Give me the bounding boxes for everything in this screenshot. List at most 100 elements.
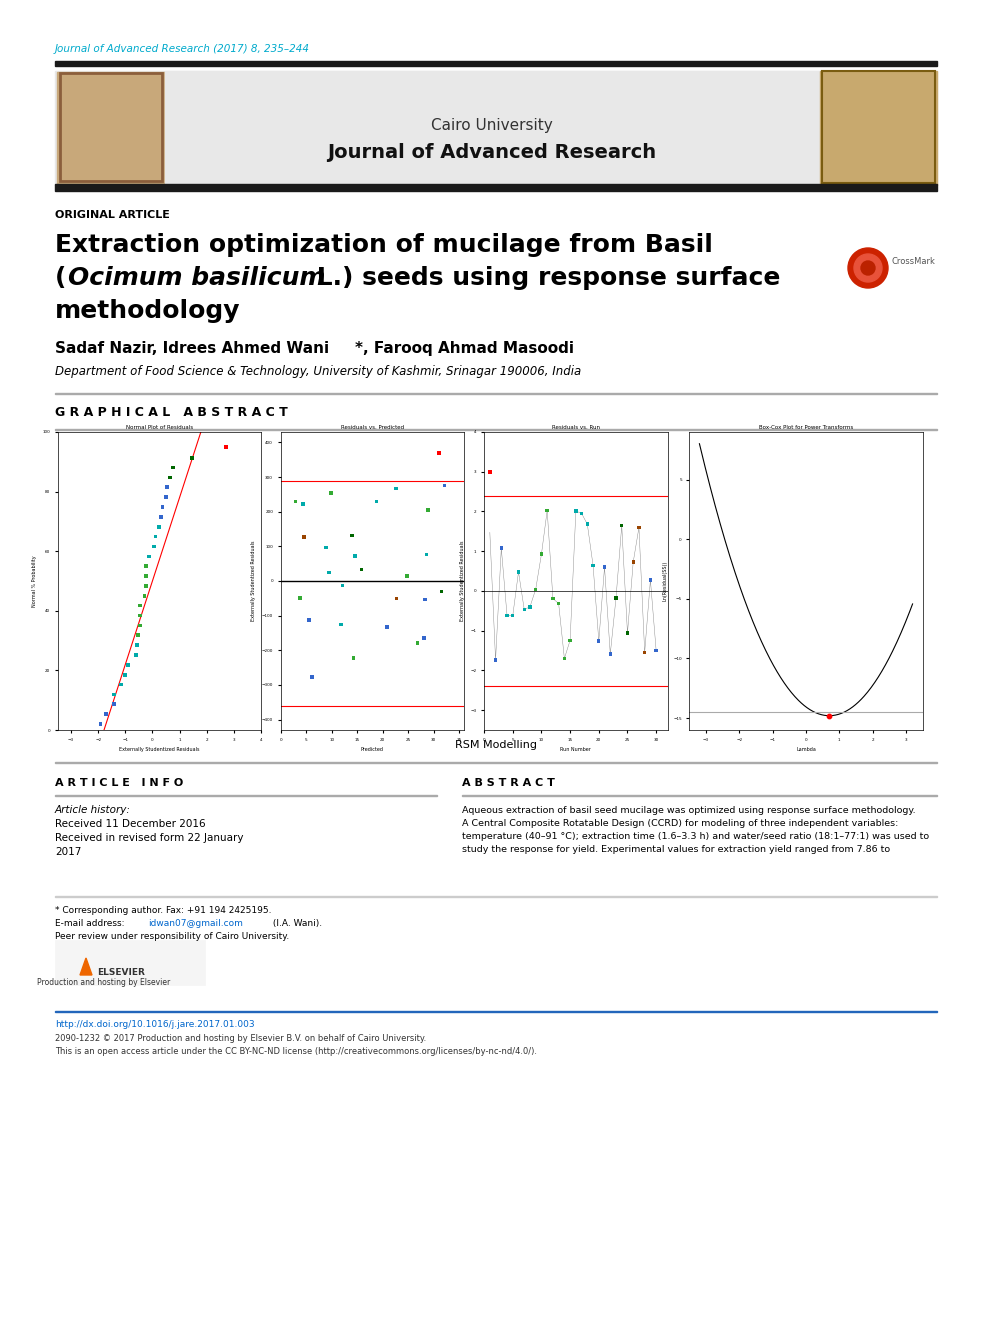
Point <box>602 643 618 664</box>
Point <box>292 587 308 609</box>
Point <box>389 587 405 609</box>
Point <box>562 630 578 651</box>
Point <box>288 491 304 512</box>
Point <box>344 525 360 546</box>
Bar <box>57 71 165 184</box>
Point <box>516 599 532 620</box>
Point <box>305 667 320 688</box>
Text: 2090-1232 © 2017 Production and hosting by Elsevier B.V. on behalf of Cairo Univ: 2090-1232 © 2017 Production and hosting … <box>55 1035 427 1043</box>
Text: * Corresponding author. Fax: +91 194 2425195.: * Corresponding author. Fax: +91 194 242… <box>55 906 272 916</box>
Text: Received in revised form 22 January: Received in revised form 22 January <box>55 833 243 843</box>
Point <box>637 642 653 663</box>
Bar <box>55 393 937 394</box>
Text: Aqueous extraction of basil seed mucilage was optimized using response surface m: Aqueous extraction of basil seed mucilag… <box>462 806 916 815</box>
Point <box>557 648 572 669</box>
Point <box>130 624 146 646</box>
Point <box>162 467 178 488</box>
Title: Residuals vs. Run: Residuals vs. Run <box>552 425 600 430</box>
Text: Ocimum basilicum: Ocimum basilicum <box>68 266 325 290</box>
Text: This is an open access article under the CC BY-NC-ND license (http://creativecom: This is an open access article under the… <box>55 1046 537 1056</box>
Circle shape <box>848 247 888 288</box>
Point <box>159 476 175 497</box>
Point <box>155 496 171 517</box>
Bar <box>822 71 935 183</box>
Text: Journal of Advanced Research (2017) 8, 235–244: Journal of Advanced Research (2017) 8, 2… <box>55 44 310 54</box>
Point <box>132 595 148 617</box>
Point <box>296 527 311 548</box>
Text: *, Farooq Ahmad Masoodi: *, Farooq Ahmad Masoodi <box>355 341 574 356</box>
Point <box>505 605 521 626</box>
Point <box>158 487 174 508</box>
Text: ELSEVIER: ELSEVIER <box>97 968 145 976</box>
Text: Article history:: Article history: <box>55 804 131 815</box>
Point <box>614 515 630 536</box>
Text: temperature (40–91 °C); extraction time (1.6–3.3 h) and water/seed ratio (18:1–7: temperature (40–91 °C); extraction time … <box>462 832 930 841</box>
Bar <box>55 429 937 430</box>
Bar <box>55 762 937 763</box>
Text: A B S T R A C T: A B S T R A C T <box>462 778 555 789</box>
X-axis label: Lambda: Lambda <box>796 747 816 753</box>
Text: L.) seeds using response surface: L.) seeds using response surface <box>308 266 781 290</box>
Point <box>333 614 349 635</box>
Text: Sadaf Nazir, Idrees Ahmed Wani: Sadaf Nazir, Idrees Ahmed Wani <box>55 341 329 356</box>
Title: Box-Cox Plot for Power Transforms: Box-Cox Plot for Power Transforms <box>759 425 853 430</box>
Point <box>132 615 148 636</box>
X-axis label: Externally Studentized Residuals: Externally Studentized Residuals <box>119 747 199 753</box>
Point <box>620 623 636 644</box>
Point <box>321 562 337 583</box>
Point <box>113 673 129 695</box>
Point <box>585 554 601 576</box>
Point <box>138 556 154 577</box>
Bar <box>55 941 205 986</box>
Point <box>482 462 498 483</box>
Title: Normal Plot of Residuals: Normal Plot of Residuals <box>126 425 192 430</box>
Text: Received 11 December 2016: Received 11 December 2016 <box>55 819 205 830</box>
Point <box>573 503 589 524</box>
X-axis label: Predicted: Predicted <box>361 747 384 753</box>
Point <box>98 704 114 725</box>
Point <box>379 617 395 638</box>
Point <box>410 632 426 654</box>
X-axis label: Run Number: Run Number <box>560 747 591 753</box>
Point <box>106 693 122 714</box>
Point <box>368 491 384 512</box>
Text: Cairo University: Cairo University <box>432 118 553 134</box>
Point <box>399 565 415 586</box>
Point <box>137 585 153 606</box>
Text: Extraction optimization of mucilage from Basil: Extraction optimization of mucilage from… <box>55 233 713 257</box>
Point <box>323 483 339 504</box>
Point <box>138 565 154 586</box>
Point <box>92 713 108 734</box>
Point <box>631 517 647 538</box>
Point <box>434 581 449 602</box>
Point <box>153 507 169 528</box>
Point <box>499 605 515 626</box>
Point <box>138 576 154 597</box>
Text: Peer review under responsibility of Cairo University.: Peer review under responsibility of Cair… <box>55 931 290 941</box>
Bar <box>820 71 937 185</box>
Text: (I.A. Wani).: (I.A. Wani). <box>270 919 322 927</box>
Text: Department of Food Science & Technology, University of Kashmir, Srinagar 190006,: Department of Food Science & Technology,… <box>55 365 581 378</box>
Bar <box>55 184 937 191</box>
Text: idwan07@gmail.com: idwan07@gmail.com <box>148 919 243 927</box>
Point <box>151 516 167 537</box>
Y-axis label: Externally Studentized Residuals: Externally Studentized Residuals <box>459 541 465 622</box>
Text: Journal of Advanced Research: Journal of Advanced Research <box>327 143 657 161</box>
Point <box>591 630 607 651</box>
Point <box>141 546 157 568</box>
Circle shape <box>861 261 875 275</box>
Point <box>147 536 163 557</box>
Text: G R A P H I C A L   A B S T R A C T: G R A P H I C A L A B S T R A C T <box>55 406 288 419</box>
Point <box>596 557 612 578</box>
Point <box>522 597 538 618</box>
Point <box>217 437 233 458</box>
Point <box>418 589 434 610</box>
Point <box>551 593 566 614</box>
Point <box>488 650 504 671</box>
Point <box>120 655 136 676</box>
Text: study the response for yield. Experimental values for extraction yield ranged fr: study the response for yield. Experiment… <box>462 845 890 855</box>
Point <box>148 527 164 548</box>
Point <box>528 578 544 599</box>
Text: A R T I C L E   I N F O: A R T I C L E I N F O <box>55 778 184 789</box>
Y-axis label: Ln(Residual(SS)): Ln(Residual(SS)) <box>663 561 668 601</box>
